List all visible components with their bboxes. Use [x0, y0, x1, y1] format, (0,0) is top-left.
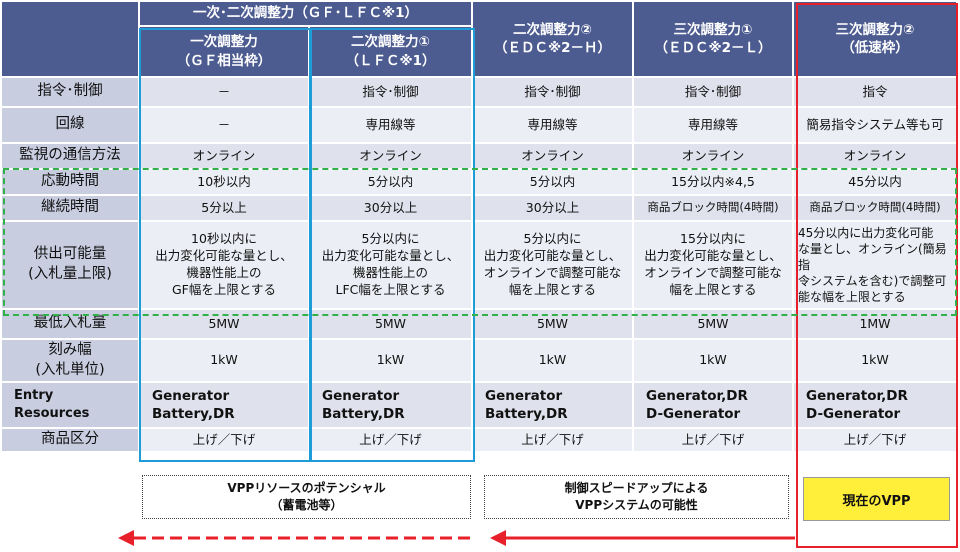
table-cell: 5分以内に 出力変化可能な量とし、 機器性能上の LFC幅を上限とする — [310, 222, 473, 310]
row-label: 監視の通信方法 — [2, 144, 140, 170]
header-col-4: 三次調整力① （ＥＤＣ※2－Ｌ） — [634, 2, 794, 78]
solid-arrow-head — [490, 530, 506, 546]
potential-note: VPPリソースのポテンシャル （蓄電池等） — [142, 475, 471, 519]
table-row: 監視の通信方法 オンライン オンライン オンライン オンライン オンライン — [2, 144, 958, 170]
header-col-3: 二次調整力② （ＥＤＣ※2－Ｈ） — [473, 2, 634, 78]
table-row: 商品区分 上げ／下げ 上げ／下げ 上げ／下げ 上げ／下げ 上げ／下げ — [2, 429, 958, 453]
table-cell: 専用線等 — [634, 108, 794, 144]
table-cell: Generator Battery,DR — [310, 383, 473, 429]
table-cell: Generator,DR D-Generator — [794, 383, 958, 429]
table-cell: 指令･制御 — [473, 78, 634, 108]
table-cell: Generator,DR D-Generator — [634, 383, 794, 429]
table-cell: 専用線等 — [310, 108, 473, 144]
table-cell: 5MW — [140, 310, 310, 340]
row-label: 継続時間 — [2, 196, 140, 222]
row-label: 商品区分 — [2, 429, 140, 453]
table-cell: 簡易指令システム等も可 — [794, 108, 958, 144]
table-cell: 45分以内に出力変化可能 な量とし、オンライン(簡易指 令システムを含む)で調整… — [794, 222, 958, 310]
header-col-1: 一次調整力 （ＧＦ相当枠） — [140, 27, 310, 78]
row-label: 供出可能量 (入札量上限) — [2, 222, 140, 310]
table-cell: 1kW — [310, 340, 473, 383]
table-cell: 上げ／下げ — [634, 429, 794, 453]
table-cell: オンライン — [794, 144, 958, 170]
table-cell: オンライン — [140, 144, 310, 170]
table-cell: 指令･制御 — [310, 78, 473, 108]
table-cell: － — [140, 108, 310, 144]
table-cell: 上げ／下げ — [794, 429, 958, 453]
table-cell: 商品ブロック時間(4時間) — [634, 196, 794, 222]
row-label: 応動時間 — [2, 170, 140, 196]
speedup-note: 制御スピードアップによる VPPシステムの可能性 — [484, 475, 789, 519]
table-cell: 上げ／下げ — [310, 429, 473, 453]
table-cell: 30分以上 — [310, 196, 473, 222]
header-group-title: 一次･二次調整力（ＧＦ･ＬＦＣ※1） — [140, 2, 473, 27]
table-row: Entry Resources Generator Battery,DR Gener… — [2, 383, 958, 429]
table-cell: 商品ブロック時間(4時間) — [794, 196, 958, 222]
table-row: 刻み幅 (入札単位) 1kW 1kW 1kW 1kW 1kW — [2, 340, 958, 383]
table-row: 供出可能量 (入札量上限) 10秒以内に 出力変化可能な量とし、 機器性能上の G… — [2, 222, 958, 310]
table-row: 応動時間 10秒以内 5分以内 5分以内 15分以内※4,5 45分以内 — [2, 170, 958, 196]
table-cell: 5分以内 — [473, 170, 634, 196]
row-label: 最低入札量 — [2, 310, 140, 340]
table-cell: 5分以上 — [140, 196, 310, 222]
dashed-arrow-head — [118, 530, 134, 546]
table-cell: 5MW — [310, 310, 473, 340]
table-cell: 5MW — [473, 310, 634, 340]
table-cell: オンライン — [634, 144, 794, 170]
table-row: 回線－専用線等 専用線等 専用線等 簡易指令システム等も可 — [2, 108, 958, 144]
table-cell: 指令 — [794, 78, 958, 108]
table-cell: 5MW — [634, 310, 794, 340]
header-row-1: 一次･二次調整力（ＧＦ･ＬＦＣ※1） 二次調整力② （ＥＤＣ※2－Ｈ） 三次調整力… — [2, 2, 958, 78]
table-cell: 上げ／下げ — [140, 429, 310, 453]
header-col-5: 三次調整力② （低速枠） — [794, 2, 958, 78]
table-cell: 10秒以内 — [140, 170, 310, 196]
table-cell: 上げ／下げ — [473, 429, 634, 453]
table-cell: Generator Battery,DR — [140, 383, 310, 429]
table-cell: オンライン — [310, 144, 473, 170]
row-label: Entry Resources — [2, 383, 140, 429]
header-corner — [2, 2, 140, 78]
row-label: 指令･制御 — [2, 78, 140, 108]
table-cell: 45分以内 — [794, 170, 958, 196]
table-cell: 5分以内 — [310, 170, 473, 196]
table-cell: 15分以内に 出力変化可能な量とし、 オンラインで調整可能な 幅を上限とする — [634, 222, 794, 310]
table-cell: 1MW — [794, 310, 958, 340]
table-cell: 30分以上 — [473, 196, 634, 222]
row-label: 刻み幅 (入札単位) — [2, 340, 140, 383]
table-row: 継続時間 5分以上 30分以上 30分以上 商品ブロック時間(4時間) 商品ブロック時間(… — [2, 196, 958, 222]
table-cell: Generator Battery,DR — [473, 383, 634, 429]
header-row-2: 一次調整力 （ＧＦ相当枠） 二次調整力① （ＬＦＣ※1） — [2, 27, 958, 78]
arrows — [118, 530, 795, 546]
row-label: 回線 — [2, 108, 140, 144]
table-cell: 指令･制御 — [634, 78, 794, 108]
header-col-2: 二次調整力① （ＬＦＣ※1） — [310, 27, 473, 78]
table-cell: － — [140, 78, 310, 108]
table-cell: 1kW — [634, 340, 794, 383]
table-row: 最低入札量 5MW 5MW 5MW 5MW 1MW — [2, 310, 958, 340]
table-row: 指令･制御－指令･制御 指令･制御 指令･制御 指令 — [2, 78, 958, 108]
table-cell: 10秒以内に 出力変化可能な量とし、 機器性能上の GF幅を上限とする — [140, 222, 310, 310]
capacity-table: 一次･二次調整力（ＧＦ･ＬＦＣ※1） 二次調整力② （ＥＤＣ※2－Ｈ） 三次調整力… — [2, 2, 958, 453]
table-cell: 15分以内※4,5 — [634, 170, 794, 196]
table-cell: 専用線等 — [473, 108, 634, 144]
table-cell: 5分以内に 出力変化可能な量とし、 オンラインで調整可能な 幅を上限とする — [473, 222, 634, 310]
current-vpp-label: 現在のVPP — [803, 477, 950, 521]
table-cell: 1kW — [473, 340, 634, 383]
table-cell: 1kW — [140, 340, 310, 383]
table-cell: オンライン — [473, 144, 634, 170]
table-cell: 1kW — [794, 340, 958, 383]
